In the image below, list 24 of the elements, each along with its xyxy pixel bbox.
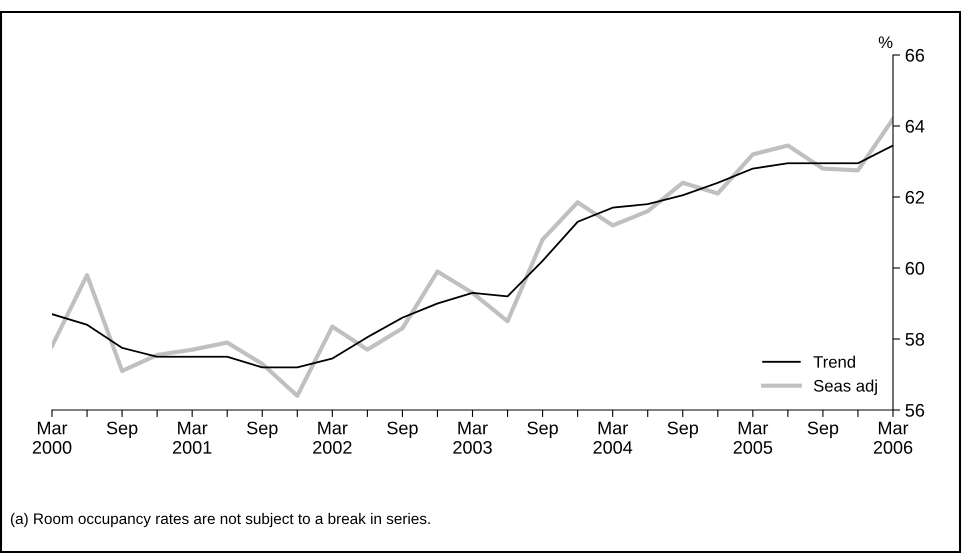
legend-label: Trend [814,356,855,368]
legend-label: Seas adj [814,379,877,395]
x-tick-label: Sep [668,422,698,438]
x-tick-label: Sep [808,422,838,438]
x-tick-label: Sep [387,422,418,438]
y-tick-label: 64 [906,120,924,133]
x-tick-label: Sep [247,422,278,438]
x-tick-label: Mar 2006 [874,422,912,454]
x-tick-label: Mar 2005 [734,422,772,454]
x-tick-label: Sep [106,422,138,438]
text: (a) Room occupancy rates are not subject to a break in series. [10,512,430,528]
y-tick-label: 66 [906,48,924,62]
line-series [52,116,893,398]
x-tick-label: Mar 2001 [172,422,212,454]
y-tick-label: 60 [906,262,924,275]
x-tick-label: Mar 2004 [593,422,632,454]
y-tick-label: 58 [906,332,924,346]
x-tick-label: Mar 2000 [32,422,72,454]
x-tick-label: Mar 2003 [453,422,492,454]
x-tick-label: Mar 2002 [313,422,352,454]
y-tick-label: 62 [906,190,924,204]
x-tick-label: Sep [527,422,558,438]
y-axis-title: % [878,36,892,48]
y-tick-label: 56 [906,404,924,417]
